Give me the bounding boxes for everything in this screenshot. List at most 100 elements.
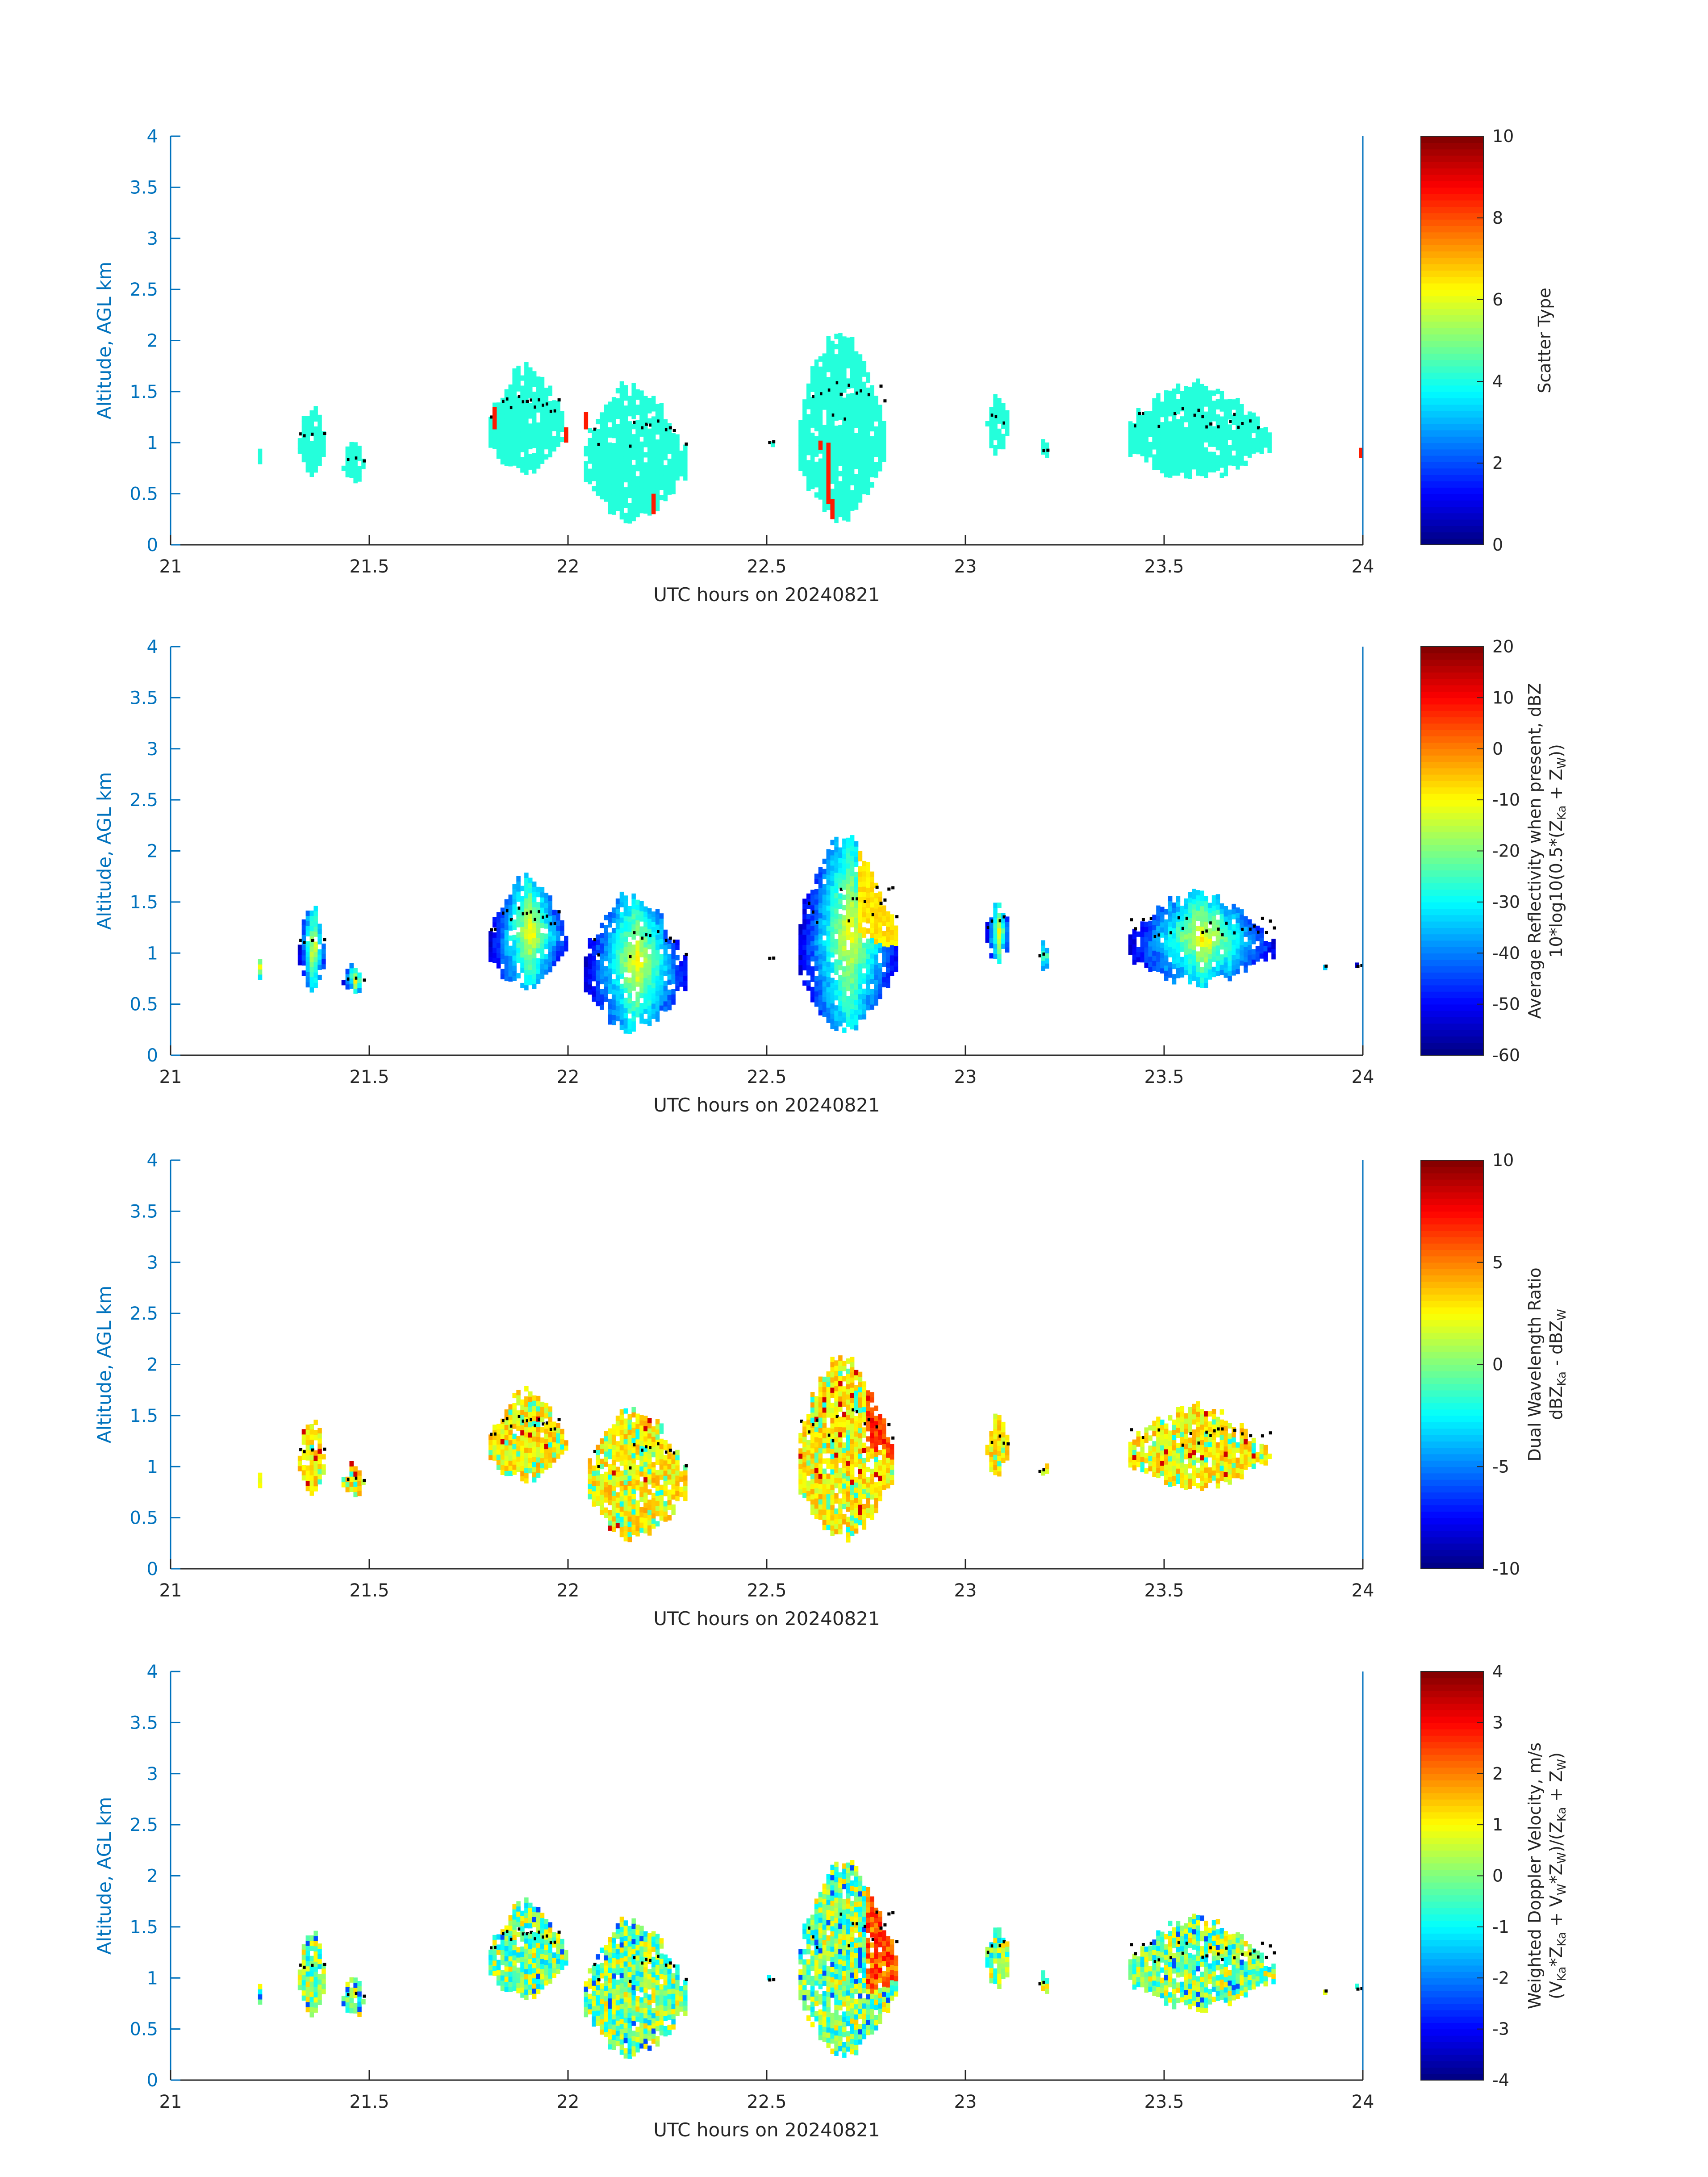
data-cell — [1215, 389, 1220, 394]
data-cell — [858, 974, 863, 979]
colorbar-segment — [1421, 263, 1483, 271]
data-cell — [615, 1482, 620, 1488]
y-axis-label: Altitude, AGL km — [93, 262, 115, 419]
data-cell — [643, 416, 648, 422]
data-cell — [631, 898, 636, 904]
data-cell — [1204, 932, 1208, 937]
data-cell — [317, 949, 322, 955]
data-cell — [520, 462, 525, 468]
data-cell — [858, 994, 863, 999]
data-cell — [643, 952, 648, 958]
data-cell — [528, 949, 533, 955]
data-cell — [524, 439, 529, 444]
data-cell — [1188, 933, 1192, 939]
data-cell — [802, 1488, 807, 1493]
data-cell — [862, 1014, 867, 1020]
data-cell — [1192, 433, 1196, 439]
data-cell — [858, 907, 863, 913]
data-cell — [532, 1405, 537, 1411]
data-cell — [317, 430, 322, 436]
data-cell — [1219, 954, 1224, 960]
data-cell — [615, 1456, 620, 1462]
data-cell — [532, 422, 537, 428]
data-cell — [504, 414, 509, 420]
data-cell — [1259, 448, 1264, 454]
data-cell — [858, 426, 863, 431]
data-cell — [878, 927, 882, 933]
data-cell — [643, 993, 648, 999]
data-cell — [810, 473, 815, 479]
data-cell — [846, 347, 851, 353]
colorbar-frame — [1420, 136, 1484, 545]
data-cell — [659, 969, 664, 975]
data-cell — [671, 484, 676, 489]
data-cell — [882, 426, 886, 432]
data-cell — [866, 928, 870, 934]
data-cell — [1196, 429, 1200, 435]
data-cell — [647, 510, 652, 516]
data-cell — [834, 400, 839, 405]
data-cell — [516, 957, 521, 963]
data-cell — [317, 1443, 322, 1449]
data-cell — [1180, 401, 1185, 406]
data-cell — [552, 405, 556, 411]
data-cell — [536, 943, 541, 949]
data-cell — [818, 964, 823, 969]
data-cell — [604, 435, 608, 441]
colorbar-tick-label: -60 — [1492, 1045, 1520, 1065]
data-cell — [353, 1481, 358, 1487]
data-cell — [870, 968, 874, 974]
data-cell — [850, 1009, 855, 1014]
data-cell — [1219, 923, 1224, 929]
data-cell — [810, 940, 815, 946]
data-cell — [1200, 460, 1204, 466]
data-cell — [1200, 389, 1204, 395]
data-cells — [258, 1355, 1272, 1543]
data-cell — [1271, 954, 1276, 960]
data-cell — [540, 376, 545, 382]
data-cell — [814, 894, 819, 900]
scatter-accent — [564, 427, 568, 443]
data-cell — [647, 1464, 652, 1470]
data-cell — [643, 1492, 648, 1498]
data-cell — [504, 404, 509, 410]
data-cell — [619, 1517, 624, 1522]
data-cell — [1207, 969, 1212, 975]
data-cell — [671, 453, 676, 459]
data-cell — [611, 1460, 616, 1466]
data-cell — [516, 1441, 521, 1446]
data-cell — [826, 402, 831, 408]
cloud-base-marker — [1356, 965, 1360, 968]
data-cell — [305, 1465, 310, 1471]
cloud-base-marker — [1205, 425, 1209, 429]
data-cell — [639, 441, 644, 447]
data-cell — [524, 1442, 529, 1448]
data-cell — [1152, 460, 1157, 465]
data-cell — [1251, 939, 1256, 944]
data-cell — [309, 920, 314, 926]
data-cell — [639, 987, 644, 993]
colorbar-segment — [1421, 449, 1483, 456]
data-cell — [305, 1425, 310, 1430]
data-cell — [826, 346, 831, 352]
data-cell — [997, 923, 1002, 928]
data-cell — [1224, 926, 1228, 932]
data-cell — [655, 1496, 660, 1501]
data-cell — [1160, 968, 1165, 974]
data-cell — [1164, 446, 1169, 452]
data-cell — [1224, 916, 1228, 922]
cloud-base-marker — [672, 1451, 676, 1455]
data-cell — [1224, 425, 1228, 430]
data-cell — [627, 513, 632, 519]
data-cell — [862, 866, 867, 872]
data-cell — [504, 1445, 509, 1451]
data-cell — [854, 438, 859, 443]
data-cell — [667, 469, 672, 475]
data-cell — [862, 994, 867, 999]
data-cell — [313, 411, 318, 417]
data-cell — [655, 1511, 660, 1517]
data-cell — [1247, 426, 1252, 432]
data-cell — [528, 928, 533, 934]
data-cell — [1192, 929, 1196, 935]
data-cell — [508, 935, 513, 941]
